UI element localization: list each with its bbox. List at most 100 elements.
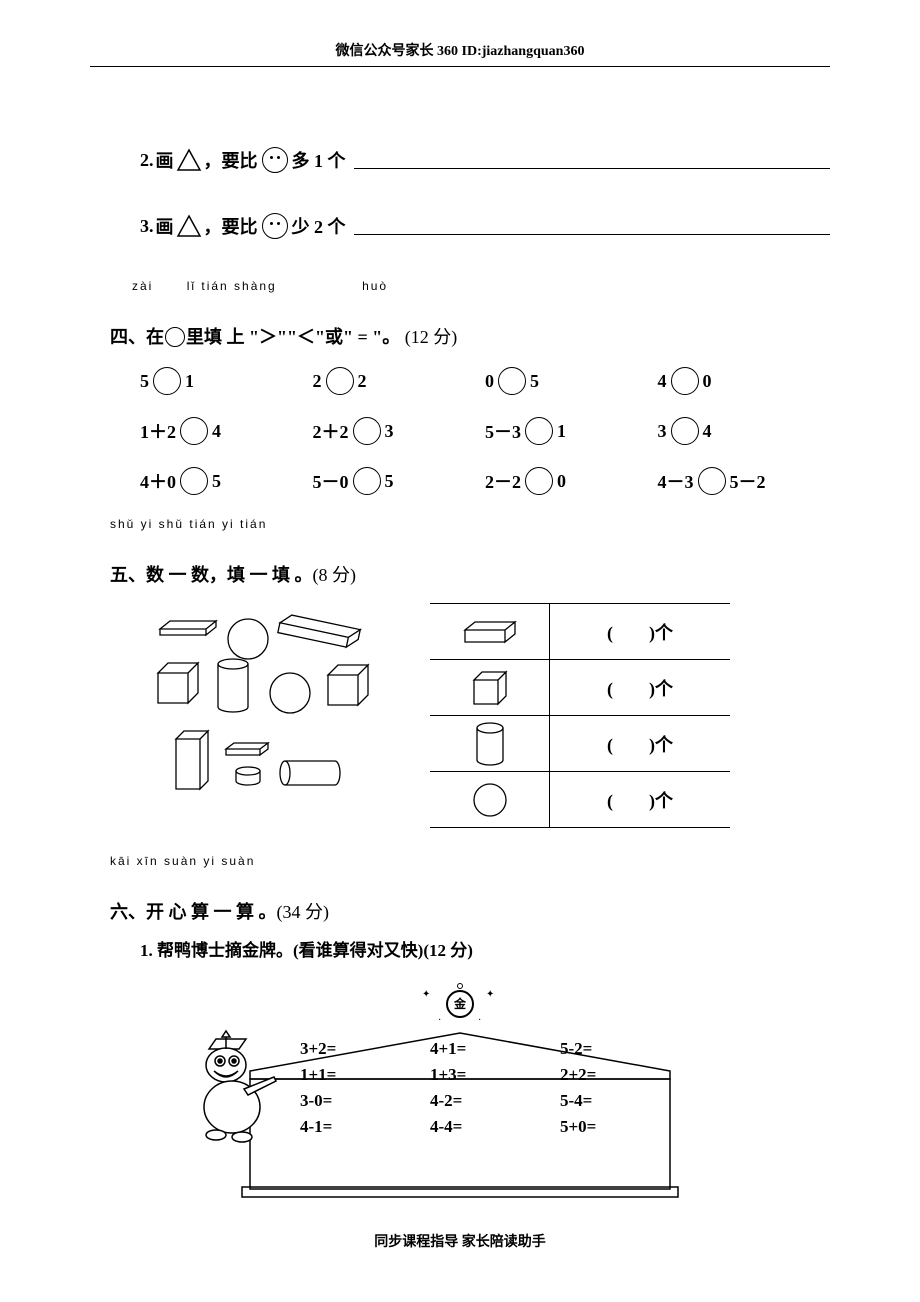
section6-sub1: 1. 帮鸭博士摘金牌。(看谁算得对又快)(12 分) <box>140 936 830 961</box>
equation[interactable]: 5-4= <box>560 1091 690 1111</box>
compare-cell: 4－35－2 <box>658 467 831 495</box>
comparison-blank[interactable] <box>698 467 726 495</box>
operand: 0 <box>703 371 712 392</box>
comparison-blank[interactable] <box>153 367 181 395</box>
compare-grid: 512205401＋242＋235－31344＋055－052－204－35－2 <box>140 367 830 495</box>
operand: 2－2 <box>485 468 521 494</box>
cuboid-icon <box>430 604 550 659</box>
section5-pinyin: shǔ yi shǔ tián yi tián <box>110 517 830 531</box>
equation[interactable]: 4+1= <box>430 1039 560 1059</box>
section4-pinyin: zài lǐ tián shàng huò <box>110 279 830 293</box>
equation[interactable]: 1+1= <box>300 1065 430 1085</box>
comparison-blank[interactable] <box>525 467 553 495</box>
comparison-blank[interactable] <box>525 417 553 445</box>
comparison-blank[interactable] <box>353 417 381 445</box>
operand: 2＋2 <box>313 418 349 444</box>
sparkle-icon: ✦ <box>486 989 494 1000</box>
answer-blank[interactable] <box>354 151 831 169</box>
comparison-blank[interactable] <box>326 367 354 395</box>
operand: 2 <box>358 371 367 392</box>
duck-doctor-icon <box>184 1029 294 1149</box>
count-table-row: ( )个 <box>430 716 730 772</box>
section5-title: 五、数 一 数，填 一 填 。(8 分) <box>110 561 830 587</box>
equation[interactable]: 4-1= <box>300 1117 430 1137</box>
compare-cell: 5－3 1 <box>485 417 658 445</box>
smiley-icon <box>262 213 288 239</box>
equation-row: 3+2=4+1=5-2= <box>300 1039 690 1059</box>
count-section: ( )个 ( )个 ( )个 ( )个 <box>130 603 830 828</box>
compare-cell: 51 <box>140 367 313 395</box>
count-blank[interactable]: ( )个 <box>550 787 730 813</box>
equation[interactable]: 5+0= <box>560 1117 690 1137</box>
compare-cell: 2－2 0 <box>485 467 658 495</box>
count-table-row: ( )个 <box>430 772 730 828</box>
compare-cell: 5－0 5 <box>313 467 486 495</box>
equation[interactable]: 4-4= <box>430 1117 560 1137</box>
operand: 3 <box>658 421 667 442</box>
comparison-blank[interactable] <box>671 417 699 445</box>
operand: 5－0 <box>313 468 349 494</box>
equation[interactable]: 3+2= <box>300 1039 430 1059</box>
operand: 5 <box>530 371 539 392</box>
item-number: 2. <box>140 150 154 171</box>
operand: 4 <box>658 371 667 392</box>
count-blank[interactable]: ( )个 <box>550 675 730 701</box>
comparison-blank[interactable] <box>498 367 526 395</box>
equation-row: 4-1=4-4=5+0= <box>300 1117 690 1137</box>
compare-cell: 22 <box>313 367 486 395</box>
equation[interactable]: 3-0= <box>300 1091 430 1111</box>
compare-cell: 40 <box>658 367 831 395</box>
shapes-illustration <box>130 603 390 823</box>
operand: 3 <box>385 421 394 442</box>
answer-blank[interactable] <box>354 217 831 235</box>
equation-row: 1+1=1+3=2+2= <box>300 1065 690 1085</box>
medal-diagram: ✦ ✦ · · 金 <box>190 981 730 1201</box>
circle-icon <box>165 327 185 347</box>
operand: 4＋0 <box>140 468 176 494</box>
cube-icon <box>430 660 550 715</box>
section4-title: 四、在里填 上 "＞""＜"或" = "。 (12 分) <box>110 323 830 349</box>
compare-row: 1＋2 4 2＋2 3 5－3 1 34 <box>140 417 830 445</box>
compare-cell: 2＋2 3 <box>313 417 486 445</box>
sparkle-icon: · <box>438 1015 441 1026</box>
page-header: 微信公众号家长 360 ID:jiazhangquan360 <box>90 40 830 67</box>
equation[interactable]: 5-2= <box>560 1039 690 1059</box>
text: 少 2 个 <box>292 213 346 239</box>
sparkle-icon: ✦ <box>422 989 430 1000</box>
compare-cell: 05 <box>485 367 658 395</box>
equation[interactable]: 4-2= <box>430 1091 560 1111</box>
cylinder-icon <box>430 716 550 771</box>
triangle-icon <box>176 148 202 172</box>
comparison-blank[interactable] <box>671 367 699 395</box>
count-blank[interactable]: ( )个 <box>550 731 730 757</box>
comparison-blank[interactable] <box>353 467 381 495</box>
operand: 1＋2 <box>140 418 176 444</box>
operand: 1 <box>557 421 566 442</box>
draw-item-2: 2. 画 ，要比 多 1 个 <box>140 147 830 173</box>
operand: 2 <box>313 371 322 392</box>
operand: 5 <box>140 371 149 392</box>
text: 画 <box>156 213 174 239</box>
shapes-pile <box>130 603 390 823</box>
operand: 5 <box>385 471 394 492</box>
count-table: ( )个 ( )个 ( )个 ( )个 <box>430 603 730 828</box>
operand: 4 <box>212 421 221 442</box>
compare-cell: 34 <box>658 417 831 445</box>
smiley-icon <box>262 147 288 173</box>
item-number: 3. <box>140 216 154 237</box>
sphere-icon <box>430 772 550 827</box>
operand: 0 <box>557 471 566 492</box>
operand: 1 <box>185 371 194 392</box>
text: 画 <box>156 147 174 173</box>
equation[interactable]: 1+3= <box>430 1065 560 1085</box>
operand: 4－3 <box>658 468 694 494</box>
compare-row: 4＋055－052－204－35－2 <box>140 467 830 495</box>
comparison-blank[interactable] <box>180 467 208 495</box>
count-table-row: ( )个 <box>430 660 730 716</box>
count-blank[interactable]: ( )个 <box>550 619 730 645</box>
equation[interactable]: 2+2= <box>560 1065 690 1085</box>
comparison-blank[interactable] <box>180 417 208 445</box>
text: ，要比 <box>204 213 258 239</box>
operand: 5－3 <box>485 418 521 444</box>
page-footer: 同步课程指导 家长陪读助手 <box>90 1231 830 1251</box>
